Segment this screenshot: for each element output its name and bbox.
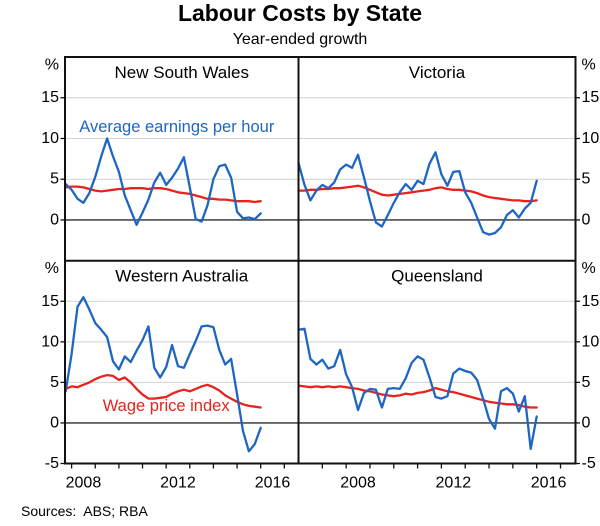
x-label-2008: 2008: [340, 475, 376, 492]
y-label-left-5: 5: [50, 374, 59, 391]
y-label-right-5: 5: [582, 374, 591, 391]
panel-title-new-south-wales: New South Wales: [115, 63, 249, 82]
y-label-left-15: 15: [41, 293, 59, 310]
panel-title-victoria: Victoria: [409, 63, 466, 82]
western-australia-wpi-line: [64, 373, 262, 409]
victoria-wpi-line: [297, 184, 538, 203]
y-label-left-10: 10: [41, 333, 59, 350]
y-label-left-5: 5: [50, 171, 59, 188]
y-label-left-0: 0: [50, 414, 59, 431]
y-label-right-5: 5: [582, 171, 591, 188]
y-label-right-0: 0: [582, 211, 591, 228]
x-label-2016: 2016: [531, 475, 567, 492]
victoria-earnings-line: [297, 151, 538, 236]
x-label-2012: 2012: [160, 475, 196, 492]
y-unit-right: %: [582, 57, 596, 74]
y-label-left--5: -5: [45, 455, 59, 472]
x-label-2012: 2012: [436, 475, 472, 492]
y-label-right-15: 15: [582, 89, 600, 106]
y-label-right-10: 10: [582, 333, 600, 350]
x-label-2016: 2016: [255, 475, 291, 492]
panel-title-queensland: Queensland: [391, 267, 483, 286]
x-label-2008: 2008: [66, 475, 102, 492]
queensland-wpi-line: [297, 384, 538, 409]
y-label-right--5: -5: [582, 455, 596, 472]
y-unit-left: %: [45, 57, 59, 74]
queensland-earnings-line: [297, 327, 538, 451]
y-label-right-0: 0: [582, 414, 591, 431]
chart-subtitle: Year-ended growth: [232, 31, 368, 48]
y-label-right-15: 15: [582, 293, 600, 310]
wpi-line-label: Wage price index: [103, 397, 231, 415]
y-label-left-0: 0: [50, 211, 59, 228]
y-unit-left: %: [45, 260, 59, 277]
panel-title-western-australia: Western Australia: [115, 267, 248, 286]
y-label-left-10: 10: [41, 130, 59, 147]
new-south-wales-wpi-line: [64, 185, 262, 204]
y-label-right-10: 10: [582, 130, 600, 147]
new-south-wales-earnings-line: [64, 137, 262, 226]
chart-title: Labour Costs by State: [177, 0, 423, 26]
y-unit-right: %: [582, 260, 596, 277]
sources-note: Sources: ABS; RBA: [21, 503, 148, 519]
earnings-line-label: Average earnings per hour: [79, 118, 275, 136]
y-label-left-15: 15: [41, 89, 59, 106]
western-australia-earnings-line: [64, 296, 262, 453]
